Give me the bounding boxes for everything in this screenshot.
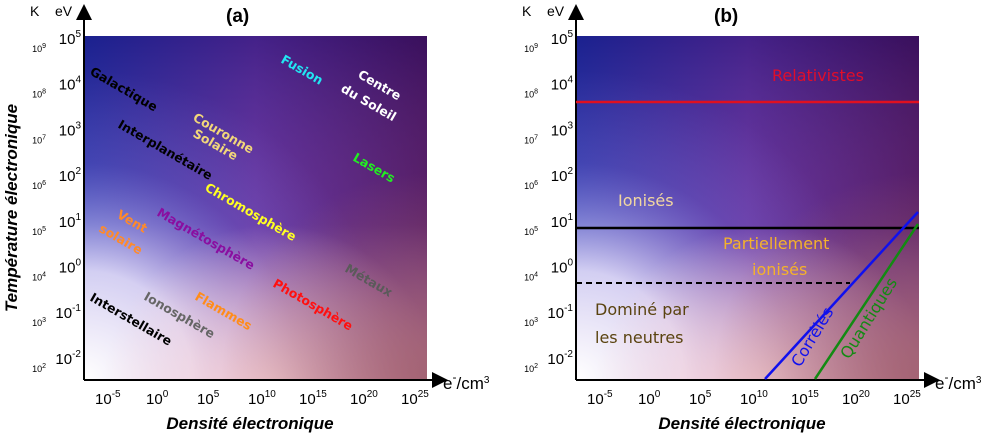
k-tick-label: 106 — [32, 180, 46, 191]
x-tick-label: 1015 — [299, 389, 327, 408]
k-tick-label: 109 — [524, 43, 538, 54]
panel-b-boundaries — [576, 100, 920, 380]
correlated-line — [764, 211, 919, 380]
panel-b-axes — [568, 4, 940, 388]
quantum-line — [813, 223, 920, 380]
unit-k-a: K — [30, 3, 40, 19]
k-tick-label: 106 — [524, 180, 538, 191]
unit-ev-a: eV — [55, 3, 73, 19]
ev-tick-label: 104 — [59, 75, 82, 94]
k-tick-label: 104 — [524, 272, 538, 283]
ev-tick-label: 102 — [59, 166, 82, 185]
k-tick-label: 108 — [524, 89, 538, 100]
ev-tick-label: 100 — [551, 258, 574, 277]
k-tick-label: 107 — [32, 134, 46, 145]
ev-tick-label: 10-2 — [547, 349, 573, 368]
k-tick-label: 102 — [524, 363, 538, 374]
k-tick-label: 105 — [32, 226, 46, 237]
x-unit-a: e-/cm3 — [443, 370, 490, 393]
x-tick-label: 1015 — [791, 389, 819, 408]
x-tick-label: 1025 — [893, 389, 921, 408]
x-tick-label: 1020 — [842, 389, 870, 408]
label-domine-1: Dominé par — [595, 300, 689, 319]
k-tick-label: 105 — [524, 226, 538, 237]
panel-a-axes — [76, 4, 448, 388]
ev-tick-label: 101 — [59, 212, 82, 231]
panel-b-background — [576, 36, 919, 379]
label-ionises: Ionisés — [618, 191, 674, 210]
y-axis-title: Température électronique — [2, 104, 21, 312]
x-tick-label: 100 — [146, 389, 169, 408]
k-tick-label: 102 — [32, 363, 46, 374]
ev-tick-label: 100 — [59, 258, 82, 277]
x-tick-label: 10-5 — [95, 389, 121, 408]
x-tick-label: 10-5 — [587, 389, 613, 408]
panel-b-title: (b) — [714, 6, 738, 27]
x-tick-label: 105 — [197, 389, 220, 408]
k-tick-label: 103 — [524, 317, 538, 328]
ev-tick-label: 103 — [59, 120, 82, 139]
x-tick-label: 105 — [689, 389, 712, 408]
unit-ev-b: eV — [547, 3, 565, 19]
ev-tick-label: 104 — [551, 75, 574, 94]
ev-tick-label: 101 — [551, 212, 574, 231]
label-partiellement: Partiellement — [723, 234, 829, 253]
x-tick-label: 1025 — [401, 389, 429, 408]
k-tick-label: 108 — [32, 89, 46, 100]
k-tick-label: 104 — [32, 272, 46, 283]
ev-tick-label: 103 — [551, 120, 574, 139]
k-tick-label: 103 — [32, 317, 46, 328]
label-relativistes: Relativistes — [772, 66, 864, 85]
x-unit-b: e-/cm3 — [935, 370, 982, 393]
tick-labels: 105 104 103 102 101 100 10-1 10-2 109 108 107 106 10… — [32, 29, 921, 408]
x-tick-label: 1020 — [350, 389, 378, 408]
x-axis-title-a: Densité électronique — [166, 414, 333, 433]
panel-a-background — [84, 36, 427, 379]
ev-tick-label: 105 — [551, 29, 574, 48]
x-tick-label: 100 — [638, 389, 661, 408]
x-axis-title-b: Densité électronique — [658, 414, 825, 433]
k-tick-label: 109 — [32, 43, 46, 54]
panel-a-title: (a) — [226, 6, 249, 27]
x-tick-label: 1010 — [248, 389, 276, 408]
unit-k-b: K — [522, 3, 532, 19]
ev-tick-label: 10-1 — [547, 303, 573, 322]
ev-tick-label: 10-2 — [55, 349, 81, 368]
label-domine-2: les neutres — [595, 328, 684, 347]
ev-tick-label: 105 — [59, 29, 82, 48]
x-tick-label: 1010 — [740, 389, 768, 408]
ev-tick-label: 10-1 — [55, 303, 81, 322]
k-tick-label: 107 — [524, 134, 538, 145]
ev-tick-label: 102 — [551, 166, 574, 185]
label-partiellement-ionises: ionisés — [752, 260, 807, 279]
